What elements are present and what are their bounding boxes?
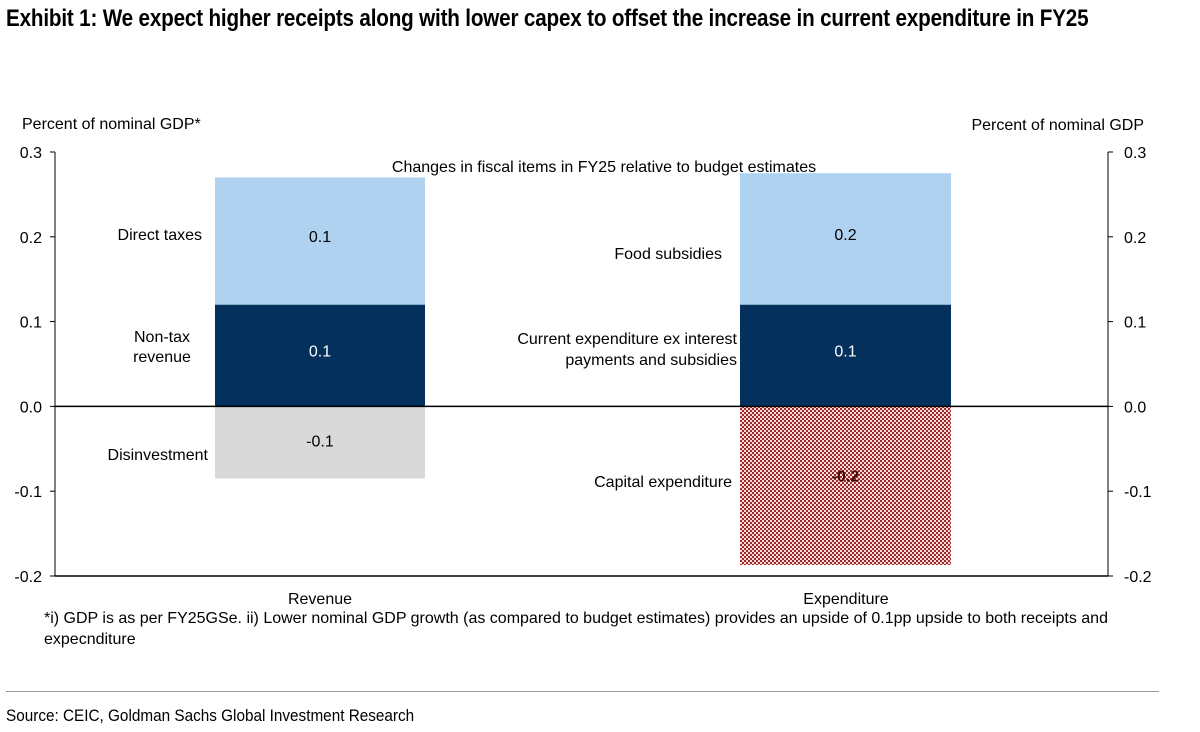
- y-tick-label-left: 0.0: [20, 399, 42, 416]
- y-tick-label-right: 0.1: [1124, 315, 1146, 332]
- x-category-label: Revenue: [288, 591, 352, 608]
- footnote: *i) GDP is as per FY25GSe. ii) Lower nom…: [44, 610, 1108, 648]
- data-label: 0.1: [309, 229, 331, 246]
- segment-name-label: Non-tax revenue: [133, 329, 191, 366]
- source-note: Source: CEIC, Goldman Sachs Global Inves…: [6, 706, 415, 725]
- y-axis-label-left: Percent of nominal GDP*: [22, 116, 201, 133]
- y-tick-label-left: -0.1: [14, 484, 42, 501]
- y-tick-label-right: -0.1: [1124, 484, 1152, 501]
- divider: [6, 691, 1159, 692]
- bar-segment: [740, 173, 951, 305]
- bar-segment: [740, 406, 951, 565]
- data-label: -0.2: [832, 469, 860, 486]
- y-tick-label-right: -0.2: [1124, 569, 1152, 586]
- data-label: -0.1: [306, 433, 334, 450]
- segment-name-label: Current expenditure ex interest payments …: [517, 331, 737, 369]
- segment-name-label: Food subsidies: [614, 246, 722, 263]
- y-tick-label-left: -0.2: [14, 569, 42, 586]
- y-axis-label-right: Percent of nominal GDP: [971, 117, 1144, 134]
- data-label: 0.2: [834, 227, 856, 244]
- y-tick-label-left: 0.3: [20, 145, 42, 162]
- bar-segment: [215, 406, 425, 479]
- bar-segment: [215, 177, 425, 305]
- x-category-label: Expenditure: [803, 591, 888, 608]
- chart-subtitle: Changes in fiscal items in FY25 relative…: [392, 159, 816, 176]
- y-tick-label-right: 0.0: [1124, 399, 1146, 416]
- bar-segment: [215, 304, 425, 407]
- segment-name-label: Direct taxes: [118, 227, 202, 244]
- data-label: 0.1: [834, 344, 856, 361]
- data-label: 0.1: [309, 344, 331, 361]
- y-tick-label-left: 0.1: [20, 315, 42, 332]
- y-tick-label-left: 0.2: [20, 230, 42, 247]
- bar-segment: [740, 304, 951, 407]
- segment-name-label: Capital expenditure: [594, 474, 732, 491]
- chart-title: Exhibit 1: We expect higher receipts alo…: [6, 5, 1089, 32]
- y-tick-label-right: 0.3: [1124, 145, 1146, 162]
- y-tick-label-right: 0.2: [1124, 230, 1146, 247]
- segment-name-label: Disinvestment: [108, 447, 209, 464]
